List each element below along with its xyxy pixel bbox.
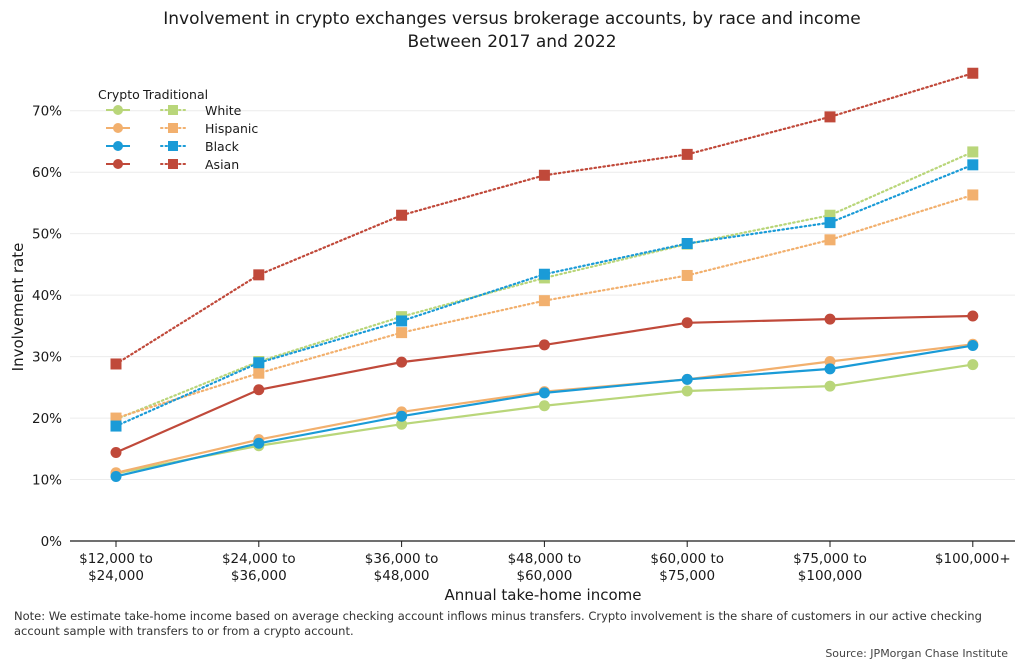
legend-black-crypto-marker	[113, 141, 123, 151]
legend-label-hispanic: Hispanic	[205, 121, 258, 136]
white-traditional-point	[824, 209, 836, 221]
y-tick-label: 0%	[41, 534, 63, 550]
black-crypto-point	[824, 363, 836, 375]
asian-crypto-point	[110, 446, 122, 458]
white-traditional-point	[967, 146, 979, 158]
legend-black-traditional-marker	[168, 141, 178, 151]
black-crypto-point	[681, 373, 693, 385]
x-axis-label: Annual take-home income	[444, 586, 641, 604]
black-crypto-point	[110, 470, 122, 482]
y-tick-label: 50%	[32, 227, 62, 243]
x-tick-label: $48,000 to $60,000	[508, 551, 582, 584]
chart-title: Involvement in crypto exchanges versus b…	[163, 9, 861, 29]
black-traditional-point	[110, 420, 122, 432]
asian-traditional-point	[824, 111, 836, 123]
black-traditional-point	[396, 315, 408, 327]
white-crypto-point	[967, 359, 979, 371]
series	[110, 67, 979, 482]
asian-traditional-point	[396, 209, 408, 221]
asian-traditional-point	[253, 269, 265, 281]
asian-crypto-point	[681, 317, 693, 329]
legend-asian-traditional-marker	[168, 159, 178, 169]
white-crypto-line	[115, 363, 973, 475]
y-tick-label: 60%	[32, 165, 62, 181]
hispanic-traditional-point	[967, 189, 979, 201]
y-tick-label: 20%	[32, 411, 62, 427]
legend-white-traditional-marker	[168, 105, 178, 115]
asian-crypto-point	[538, 339, 550, 351]
x-tick-label: $60,000 to $75,000	[650, 551, 724, 584]
legend-white-crypto-marker	[113, 105, 123, 115]
asian-crypto-point	[967, 310, 979, 322]
hispanic-traditional-point	[110, 412, 122, 424]
x-tick-label: $100,000+	[935, 551, 1011, 567]
x-tick-label: $24,000 to $36,000	[222, 551, 296, 584]
hispanic-traditional-point	[396, 327, 408, 339]
black-traditional-point	[967, 159, 979, 171]
white-crypto-point	[824, 380, 836, 392]
asian-crypto-point	[253, 384, 265, 396]
white-traditional-line	[114, 150, 974, 421]
black-crypto-point	[253, 437, 265, 449]
white-crypto-point	[681, 385, 693, 397]
chart-subtitle: Between 2017 and 2022	[407, 32, 616, 52]
x-tick-label: $36,000 to $48,000	[365, 551, 439, 584]
black-crypto-point	[967, 340, 979, 352]
y-tick-label: 70%	[32, 104, 62, 120]
black-crypto-point	[538, 387, 550, 399]
asian-crypto-point	[396, 356, 408, 368]
hispanic-traditional-point	[824, 234, 836, 246]
black-traditional-point	[538, 268, 550, 280]
x-axis: $12,000 to $24,000 $24,000 to $36,000 $36,00…	[70, 540, 1015, 584]
legend-hispanic-traditional-marker	[168, 123, 178, 133]
black-traditional-point	[824, 217, 836, 229]
asian-traditional-line	[114, 72, 974, 366]
black-traditional-point	[681, 238, 693, 250]
asian-traditional-point	[681, 148, 693, 160]
black-crypto-point	[396, 410, 408, 422]
footnote: Note: We estimate take-home income based…	[14, 609, 982, 638]
black-traditional-point	[253, 357, 265, 369]
chart: Involvement in crypto exchanges versus b…	[9, 9, 1015, 604]
y-axis-label: Involvement rate	[9, 243, 27, 372]
legend-header-traditional: Traditional	[142, 87, 208, 102]
legend-hispanic-crypto-marker	[113, 123, 123, 133]
legend-label-asian: Asian	[205, 157, 239, 172]
hispanic-traditional-point	[538, 295, 550, 307]
source-note: Source: JPMorgan Chase Institute	[825, 647, 1008, 660]
legend-header-crypto: Crypto	[98, 87, 140, 102]
asian-traditional-point	[538, 169, 550, 181]
hispanic-traditional-point	[253, 367, 265, 379]
x-tick-label: $12,000 to $24,000	[79, 551, 153, 584]
hispanic-traditional-point	[681, 269, 693, 281]
asian-traditional-point	[967, 67, 979, 79]
white-crypto-point	[396, 418, 408, 430]
asian-crypto-point	[824, 313, 836, 325]
white-crypto-point	[538, 400, 550, 412]
x-tick-label: $75,000 to $100,000	[793, 551, 867, 584]
legend-asian-crypto-marker	[113, 159, 123, 169]
y-tick-label: 40%	[32, 288, 62, 304]
legend-label-black: Black	[205, 139, 240, 154]
asian-traditional-point	[110, 358, 122, 370]
y-tick-label: 10%	[32, 473, 62, 489]
legend-label-white: White	[205, 103, 242, 118]
y-axis: 0% 10% 20% 30% 40% 50% 60% 70%	[32, 104, 62, 550]
y-tick-label: 30%	[32, 350, 62, 366]
